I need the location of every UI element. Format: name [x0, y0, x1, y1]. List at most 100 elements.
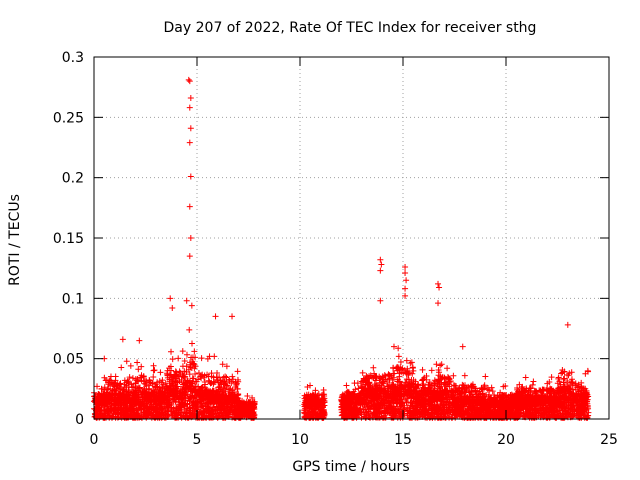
data-point: [150, 387, 157, 394]
data-point: [186, 394, 193, 401]
data-point: [433, 361, 440, 368]
data-point: [229, 373, 236, 380]
data-point: [437, 362, 444, 369]
data-point: [95, 401, 102, 408]
data-point: [182, 414, 189, 421]
data-point: [195, 369, 202, 376]
data-point: [132, 399, 139, 406]
data-point: [198, 402, 205, 409]
data-point: [190, 361, 197, 368]
data-point: [173, 383, 180, 390]
data-point: [172, 394, 179, 401]
data-point: [307, 382, 314, 389]
data-point: [234, 368, 241, 375]
data-point: [181, 358, 188, 365]
data-point: [395, 345, 402, 352]
data-point: [397, 359, 404, 366]
data-point: [211, 378, 218, 385]
data-point: [101, 386, 108, 393]
data-point: [127, 362, 134, 369]
data-point: [205, 405, 212, 412]
data-point: [164, 411, 171, 418]
data-point: [135, 410, 142, 417]
data-point: [146, 410, 153, 417]
data-point: [150, 390, 157, 397]
data-point: [117, 397, 124, 404]
data-point: [135, 394, 142, 401]
data-point: [94, 383, 101, 390]
data-point: [123, 358, 130, 365]
data-point: [180, 381, 187, 388]
data-point: [122, 384, 129, 391]
data-point: [140, 373, 147, 380]
data-point: [98, 385, 105, 392]
data-point: [195, 376, 202, 383]
data-point: [178, 376, 185, 383]
data-point: [150, 362, 157, 369]
data-point: [395, 353, 402, 360]
data-point: [419, 366, 426, 373]
data-point: [168, 348, 175, 355]
data-point: [186, 326, 193, 333]
data-point: [165, 412, 172, 419]
data-point: [125, 388, 132, 395]
data-point: [176, 399, 183, 406]
data-point: [155, 394, 162, 401]
data-point: [92, 411, 99, 418]
data-point: [461, 372, 468, 379]
data-point: [170, 385, 177, 392]
data-point: [151, 367, 158, 374]
chart-title: Day 207 of 2022, Rate Of TEC Index for r…: [164, 20, 537, 36]
data-point: [179, 398, 186, 405]
data-point: [189, 379, 196, 386]
data-point: [144, 389, 151, 396]
data-point: [172, 371, 179, 378]
data-point: [169, 356, 176, 363]
data-point: [101, 374, 108, 381]
data-point: [186, 409, 193, 416]
data-point: [191, 348, 198, 355]
data-point: [128, 401, 135, 408]
data-point: [125, 398, 132, 405]
data-point: [92, 406, 99, 413]
data-point: [110, 387, 117, 394]
data-point: [111, 383, 118, 390]
data-point: [208, 370, 215, 377]
data-point: [157, 404, 164, 411]
data-point: [195, 383, 202, 390]
data-point: [161, 414, 168, 421]
data-point: [175, 396, 182, 403]
data-point: [180, 402, 187, 409]
data-point: [145, 405, 152, 412]
data-point: [183, 405, 190, 412]
data-point: [187, 364, 194, 371]
data-point: [428, 367, 435, 374]
data-point: [304, 384, 311, 391]
data-point: [123, 382, 130, 389]
data-point: [172, 390, 179, 397]
data-point: [110, 400, 117, 407]
data-point: [179, 348, 186, 355]
data-point: [203, 387, 210, 394]
data-point: [106, 391, 113, 398]
data-point: [444, 365, 451, 372]
data-points: [91, 76, 592, 421]
data-point: [184, 378, 191, 385]
data-point: [181, 368, 188, 375]
data-point: [113, 398, 120, 405]
data-point: [201, 374, 208, 381]
data-point: [192, 354, 199, 361]
data-point: [209, 414, 216, 421]
data-point: [200, 409, 207, 416]
data-point: [157, 391, 164, 398]
data-point: [152, 383, 159, 390]
data-point: [132, 383, 139, 390]
data-point: [179, 389, 186, 396]
data-point: [115, 391, 122, 398]
data-point: [179, 363, 186, 370]
data-point: [137, 374, 144, 381]
data-point: [187, 361, 194, 368]
data-point: [203, 408, 210, 415]
data-point: [129, 392, 136, 399]
